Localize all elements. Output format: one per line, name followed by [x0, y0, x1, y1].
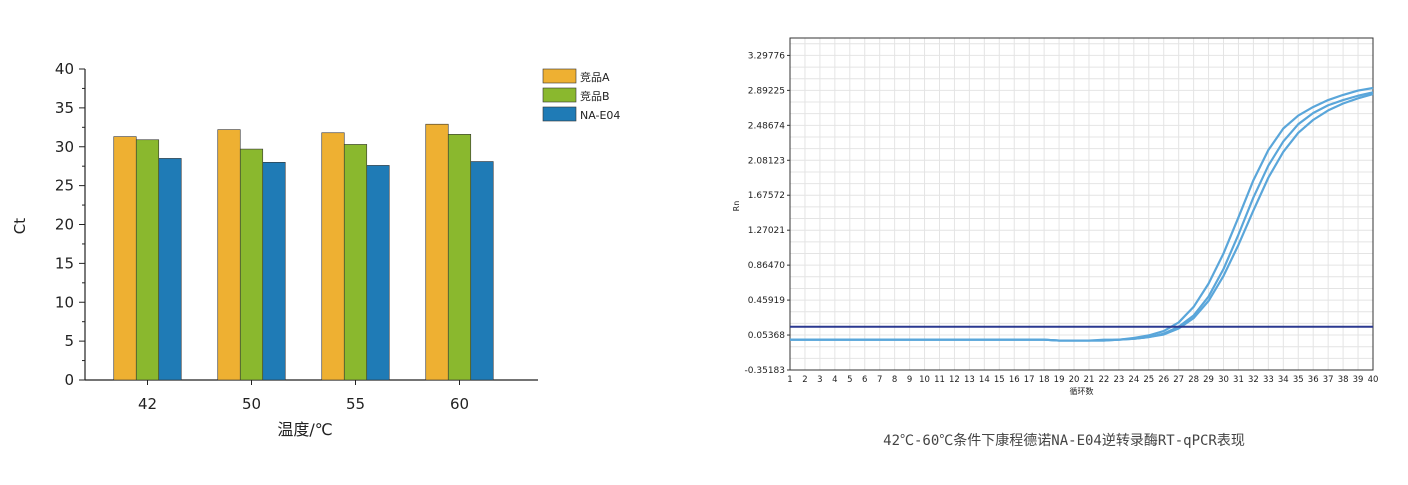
legend-swatch: [542, 87, 577, 103]
y-tick-label: 35: [55, 99, 74, 117]
amplification-curve: [790, 91, 1374, 342]
legend-label: 竞品A: [580, 70, 610, 84]
x-tick-label: 11: [934, 375, 945, 385]
bar: [262, 162, 286, 381]
x-tick-label: 9: [907, 375, 912, 385]
x-tick-label: 14: [979, 375, 990, 385]
x-tick-label: 12: [949, 375, 960, 385]
x-tick-label: 18: [1039, 375, 1050, 385]
y-tick-label: 2.08123: [748, 156, 785, 166]
x-tick-label: 4: [832, 375, 837, 385]
plot-frame: [789, 37, 1374, 371]
bar: [470, 161, 494, 381]
y-tick-label: 25: [55, 177, 74, 195]
x-tick-label: 24: [1128, 375, 1139, 385]
x-tick-label: 3: [817, 375, 822, 385]
bar: [425, 123, 449, 381]
x-tick-label: 31: [1233, 375, 1244, 385]
x-tick-label: 55: [346, 395, 365, 413]
amplification-curve: [790, 86, 1374, 342]
x-tick-label: 42: [138, 395, 157, 413]
bar: [217, 129, 241, 381]
y-tick-label: 0: [64, 371, 74, 389]
x-tick-label: 2: [802, 375, 807, 385]
legend-label: 竞品B: [580, 89, 610, 103]
x-tick-label: 23: [1113, 375, 1124, 385]
bar: [239, 148, 264, 381]
figure-caption: 42℃-60℃条件下康程德诺NA-E04逆转录酶RT-qPCR表现: [883, 433, 1245, 449]
x-tick-label: 39: [1353, 375, 1364, 385]
x-tick-label: 30: [1218, 375, 1229, 385]
x-tick-label: 17: [1024, 375, 1035, 385]
y-tick-label: -0.35183: [745, 366, 785, 376]
bar: [343, 144, 368, 381]
y-tick-label: 20: [55, 216, 74, 234]
x-tick-label: 36: [1308, 375, 1319, 385]
bar: [321, 132, 345, 381]
x-tick-label: 34: [1278, 375, 1289, 385]
y-tick-label: 0.86470: [748, 261, 785, 271]
y-tick-label: 5: [64, 332, 74, 350]
x-tick-label: 13: [964, 375, 975, 385]
bar: [447, 134, 472, 381]
x-tick-label: 28: [1188, 375, 1199, 385]
y-tick-label: 40: [55, 60, 74, 78]
y-axis-label: Ct: [11, 218, 29, 234]
amplification-curve: [790, 92, 1374, 342]
x-tick-label: 22: [1099, 375, 1110, 385]
x-tick-label: 50: [242, 395, 261, 413]
bar: [366, 165, 390, 381]
legend-label: NA-E04: [580, 109, 620, 122]
x-tick-label: 40: [1368, 375, 1379, 385]
y-axis-label: Rn: [732, 201, 741, 212]
y-tick-label: 15: [55, 254, 74, 272]
y-tick-label: 2.48674: [748, 121, 785, 131]
x-tick-label: 26: [1158, 375, 1169, 385]
x-tick-label: 21: [1084, 375, 1095, 385]
x-tick-label: 25: [1143, 375, 1154, 385]
x-tick-label: 1: [787, 375, 792, 385]
x-tick-label: 7: [877, 375, 882, 385]
x-tick-label: 60: [450, 395, 469, 413]
x-tick-label: 6: [862, 375, 867, 385]
x-tick-label: 38: [1338, 375, 1349, 385]
y-tick-label: 0.05368: [748, 331, 785, 341]
legend-swatch: [542, 68, 577, 84]
bar: [113, 136, 137, 381]
ct-bar-chart: 0 5 10 15 20 25 30 35 40 42 50 55 60 温度/℃ Ct 竞品A 竞品B NA-E…: [11, 60, 620, 439]
bar: [158, 158, 182, 381]
x-axis-label: 循环数: [1070, 386, 1094, 396]
y-tick-label: 10: [55, 293, 74, 311]
x-tick-label: 16: [1009, 375, 1020, 385]
x-tick-label: 35: [1293, 375, 1304, 385]
legend-swatch: [542, 106, 577, 122]
y-tick-label: 3.29776: [748, 51, 785, 61]
x-tick-label: 5: [847, 375, 852, 385]
y-tick-label: 2.89225: [748, 86, 785, 96]
y-tick-label: 0.45919: [748, 296, 785, 306]
y-tick-label: 1.27021: [748, 226, 785, 236]
y-tick-label: 1.67572: [748, 191, 785, 201]
bar: [135, 139, 160, 381]
x-tick-label: 27: [1173, 375, 1184, 385]
x-tick-label: 10: [919, 375, 930, 385]
x-tick-label: 8: [892, 375, 897, 385]
x-tick-label: 29: [1203, 375, 1214, 385]
amplification-chart: -0.35183 0.05368 0.45919 0.86470 1.27021 1.67…: [732, 37, 1379, 396]
x-tick-label: 19: [1054, 375, 1065, 385]
x-tick-label: 37: [1323, 375, 1334, 385]
x-tick-label: 33: [1263, 375, 1274, 385]
x-tick-label: 15: [994, 375, 1005, 385]
x-tick-label: 20: [1069, 375, 1080, 385]
x-axis-label: 温度/℃: [277, 420, 332, 439]
y-tick-label: 30: [55, 138, 74, 156]
x-tick-label: 32: [1248, 375, 1259, 385]
